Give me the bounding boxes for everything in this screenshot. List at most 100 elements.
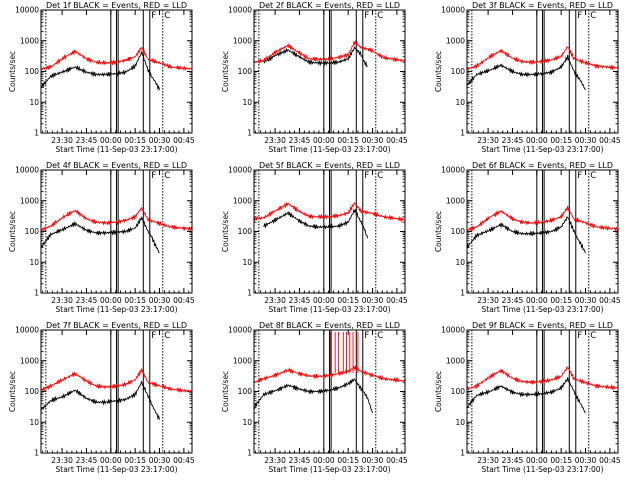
- segment-marker-label: C: [164, 331, 170, 341]
- x-tick-label: 00:30: [575, 456, 597, 465]
- plot-frame: [253, 329, 406, 454]
- x-tick-label: 00:30: [575, 136, 597, 145]
- detector-panel-9: Det 9f BLACK = Events, RED = LLD 1 10 100 10…: [434, 321, 621, 474]
- y-tick-label: 100: [451, 227, 466, 236]
- plot-frame: [466, 169, 619, 294]
- x-tick-label: 00:30: [149, 136, 171, 145]
- panel-title: Det 8f BLACK = Events, RED = LLD: [259, 321, 400, 330]
- y-tick-label: 10: [455, 418, 465, 427]
- y-axis-label: Counts/sec: [8, 51, 17, 92]
- y-axis-label: Counts/sec: [221, 211, 230, 252]
- y-tick-label: 10000: [15, 326, 39, 335]
- x-tick-label: 00:45: [386, 136, 408, 145]
- plot-frame: [253, 9, 406, 134]
- y-axis-label: Counts/sec: [8, 211, 17, 252]
- detector-panel-6: Det 6f BLACK = Events, RED = LLD 1 10 100 10…: [434, 161, 621, 314]
- events-series-line: [263, 208, 369, 239]
- y-tick-label: 1: [460, 289, 465, 298]
- lld-series-line: [466, 365, 619, 392]
- x-tick-label: 00:00: [100, 296, 122, 305]
- lld-series-line: [466, 46, 619, 72]
- segment-marker-label: F: [577, 331, 582, 341]
- detector-panel-1: Det 1f BLACK = Events, RED = LLD 1 10 100 10…: [8, 1, 195, 154]
- events-series-line: [40, 380, 160, 421]
- x-tick-label: 00:45: [599, 296, 621, 305]
- x-tick-label: 00:30: [149, 296, 171, 305]
- y-tick-label: 10000: [228, 326, 252, 335]
- x-tick-label: 23:30: [51, 296, 73, 305]
- x-tick-label: 23:45: [502, 296, 524, 305]
- events-series-line: [466, 55, 586, 91]
- x-tick-label: 00:45: [386, 296, 408, 305]
- segment-marker-label: F: [364, 331, 369, 341]
- y-tick-label: 10: [242, 98, 252, 107]
- segment-marker-label: F: [577, 171, 582, 181]
- lld-series-line: [253, 40, 406, 65]
- x-axis-label: Start Time (11-Sep-03 23:17:00): [269, 465, 391, 474]
- x-tick-label: 00:30: [149, 456, 171, 465]
- x-tick-label: 00:15: [550, 456, 572, 465]
- x-tick-label: 00:45: [386, 456, 408, 465]
- plot-frame: [253, 169, 406, 294]
- x-tick-label: 23:45: [289, 136, 311, 145]
- segment-marker-label: C: [377, 171, 383, 181]
- y-axis-label: Counts/sec: [221, 371, 230, 412]
- events-series-line: [40, 50, 160, 91]
- detector-panel-7: Det 7f BLACK = Events, RED = LLD 1 10 100 10…: [8, 321, 195, 474]
- y-tick-label: 100: [238, 227, 253, 236]
- y-tick-label: 100: [238, 387, 253, 396]
- segment-marker-label: F: [364, 11, 369, 21]
- lld-series-line: [40, 46, 193, 72]
- y-tick-label: 100: [25, 387, 40, 396]
- y-tick-label: 100: [451, 387, 466, 396]
- y-tick-label: 1: [460, 129, 465, 138]
- y-axis-label: Counts/sec: [434, 211, 443, 252]
- y-tick-label: 10000: [441, 326, 465, 335]
- y-tick-label: 10: [242, 418, 252, 427]
- x-tick-label: 23:30: [264, 456, 286, 465]
- events-series-line: [466, 216, 586, 254]
- y-tick-label: 10: [455, 258, 465, 267]
- plot-frame: [40, 9, 193, 134]
- y-axis-label: Counts/sec: [434, 371, 443, 412]
- lld-series-line: [253, 201, 406, 223]
- plot-frame: [466, 9, 619, 134]
- segment-marker-label: C: [164, 171, 170, 181]
- x-tick-label: 00:15: [337, 456, 359, 465]
- panel-title: Det 4f BLACK = Events, RED = LLD: [46, 161, 187, 170]
- plot-frame: [40, 169, 193, 294]
- y-tick-label: 10: [455, 98, 465, 107]
- x-axis-label: Start Time (11-Sep-03 23:17:00): [269, 305, 391, 314]
- y-tick-label: 1: [34, 289, 39, 298]
- panel-title: Det 5f BLACK = Events, RED = LLD: [259, 161, 400, 170]
- y-tick-label: 10000: [15, 6, 39, 15]
- y-tick-label: 10: [29, 98, 39, 107]
- detector-panel-2: Det 2f BLACK = Events, RED = LLD 1 10 100 10…: [221, 1, 408, 154]
- y-tick-label: 1000: [20, 356, 39, 365]
- segment-marker-label: C: [164, 11, 170, 21]
- segment-marker-label: F: [151, 11, 156, 21]
- x-tick-label: 00:00: [313, 136, 335, 145]
- x-tick-label: 00:15: [550, 136, 572, 145]
- y-tick-label: 100: [25, 67, 40, 76]
- x-tick-label: 00:00: [100, 136, 122, 145]
- x-tick-label: 00:45: [173, 136, 195, 145]
- detector-panel-5: Det 5f BLACK = Events, RED = LLD 1 10 100 10…: [221, 161, 408, 314]
- x-tick-label: 23:30: [264, 296, 286, 305]
- y-tick-label: 1000: [233, 196, 252, 205]
- y-tick-label: 10: [29, 258, 39, 267]
- y-axis-label: Counts/sec: [434, 51, 443, 92]
- lld-series-line: [466, 205, 619, 234]
- y-tick-label: 1000: [20, 36, 39, 45]
- x-tick-label: 23:45: [76, 456, 98, 465]
- segment-marker-label: C: [590, 171, 596, 181]
- events-series-line: [40, 216, 160, 254]
- x-tick-label: 00:00: [100, 456, 122, 465]
- y-tick-label: 10000: [441, 166, 465, 175]
- x-tick-label: 23:45: [289, 296, 311, 305]
- x-tick-label: 00:30: [362, 296, 384, 305]
- x-tick-label: 23:30: [51, 136, 73, 145]
- y-tick-label: 1: [247, 289, 252, 298]
- x-tick-label: 00:30: [575, 296, 597, 305]
- x-tick-label: 23:30: [477, 296, 499, 305]
